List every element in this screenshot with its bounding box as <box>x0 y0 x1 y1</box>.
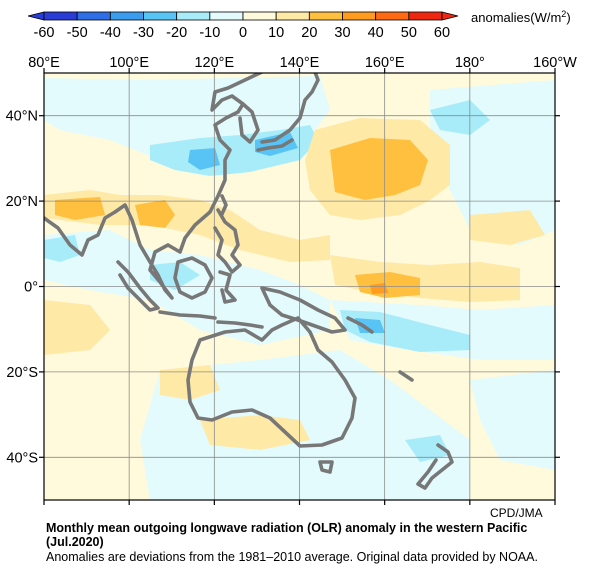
coast-new-caledonia <box>398 370 414 382</box>
colorbar-cell <box>242 11 277 21</box>
colorbar-tick-label: -60 <box>34 25 55 41</box>
negative-region-south <box>140 350 470 500</box>
coast-sulawesi <box>218 270 237 304</box>
positive-core <box>370 283 388 294</box>
longitude-label: 160°W <box>533 55 577 71</box>
longitude-label: 160°E <box>365 55 405 71</box>
positive-strong-bay <box>55 197 105 220</box>
longitude-label: 100°E <box>109 55 149 71</box>
colorbar: -60 -50 -40 -30 -20 -10 0 10 20 30 40 50 60 anomalie… <box>27 9 571 41</box>
negative-region-tropics <box>44 230 330 345</box>
coast-australia <box>186 316 357 448</box>
colorbar-cell <box>408 11 443 21</box>
colorbar-tick-label: 20 <box>301 25 317 41</box>
negative-core-1 <box>188 148 220 170</box>
colorbar-tick-label: 30 <box>334 25 350 41</box>
colorbar-cell <box>176 11 211 21</box>
latitude-label: 40°S <box>6 450 38 466</box>
negative-strong-eq <box>44 235 80 262</box>
colorbar-tick-label: 60 <box>434 25 450 41</box>
coast-solomon <box>346 316 374 334</box>
colorbar-tick-label: 10 <box>268 25 284 41</box>
colorbar-unit-label: anomalies(W/m2) <box>471 9 571 25</box>
coast-tasmania <box>318 460 334 474</box>
coast-japan <box>256 73 320 152</box>
longitude-label: 140°E <box>280 55 320 71</box>
coast-taiwan <box>220 194 228 216</box>
colorbar-tick-label: -10 <box>199 25 220 41</box>
caption-title: Monthly mean outgoing longwave radiation… <box>46 521 528 549</box>
latitude-label: 0° <box>24 280 38 296</box>
caption-note: Anomalies are deviations from the 1981–2… <box>46 550 538 564</box>
credit-label: CPD/JMA <box>490 506 543 520</box>
longitude-label: 80°E <box>28 55 60 71</box>
positive-region-east <box>470 210 545 245</box>
latitude-label: 20°N <box>6 194 38 210</box>
coast-sumatra <box>116 260 160 312</box>
colorbar-cell <box>43 11 78 21</box>
olr-anomaly-map: 80°E 100°E 120°E 140°E 160°E 180° 160°W 40°N 20… <box>6 55 577 505</box>
colorbar-left-arrow <box>27 11 45 21</box>
positive-strong-pacific <box>330 138 428 200</box>
colorbar-cell <box>342 11 377 21</box>
colorbar-cell <box>109 11 144 21</box>
colorbar-cell <box>209 11 244 21</box>
colorbar-cells <box>27 11 459 21</box>
coastlines <box>44 73 454 490</box>
negative-strong-tasman <box>405 435 450 462</box>
colorbar-tick-labels: -60 -50 -40 -30 -20 -10 0 10 20 30 40 50 60 <box>34 25 451 41</box>
positive-strong-scs <box>135 200 175 228</box>
frame-ticks <box>39 68 560 505</box>
colorbar-cell <box>143 11 178 21</box>
longitude-label: 120°E <box>194 55 234 71</box>
colorbar-cell <box>76 11 111 21</box>
colorbar-cell <box>308 11 343 21</box>
negative-region-southeast <box>470 370 555 470</box>
anomaly-fields <box>44 76 555 500</box>
colorbar-tick-label: -50 <box>67 25 88 41</box>
colorbar-tick-label: -20 <box>166 25 187 41</box>
positive-region-indian <box>44 300 110 355</box>
latitude-label: 40°N <box>6 109 38 125</box>
colorbar-cell <box>275 11 310 21</box>
coast-asia-mainland <box>44 73 264 300</box>
coast-borneo <box>173 256 214 300</box>
coast-lesser-sunda <box>216 320 264 329</box>
latitude-label: 20°S <box>6 365 38 381</box>
colorbar-cell <box>375 11 410 21</box>
colorbar-tick-label: 50 <box>401 25 417 41</box>
coast-korea <box>238 102 260 144</box>
coast-new-guinea <box>260 286 347 334</box>
coast-philippines <box>213 208 242 274</box>
negative-strong-east <box>430 100 490 135</box>
latitude-labels: 40°N 20°N 0° 20°S 40°S <box>6 109 38 467</box>
positive-strong-eq <box>355 272 420 298</box>
positive-region-southchina <box>44 190 330 262</box>
colorbar-tick-label: -40 <box>100 25 121 41</box>
longitude-label: 180° <box>455 55 485 71</box>
negative-core-3 <box>355 318 385 333</box>
coast-java <box>158 310 217 320</box>
coast-new-zealand <box>416 443 454 490</box>
colorbar-right-arrow <box>441 11 459 21</box>
longitude-labels: 80°E 100°E 120°E 140°E 160°E 180° 160°W <box>28 55 577 71</box>
colorbar-tick-label: 0 <box>239 25 247 41</box>
positive-region-south-aus <box>200 415 310 450</box>
colorbar-tick-label: -30 <box>133 25 154 41</box>
colorbar-tick-label: 40 <box>368 25 384 41</box>
